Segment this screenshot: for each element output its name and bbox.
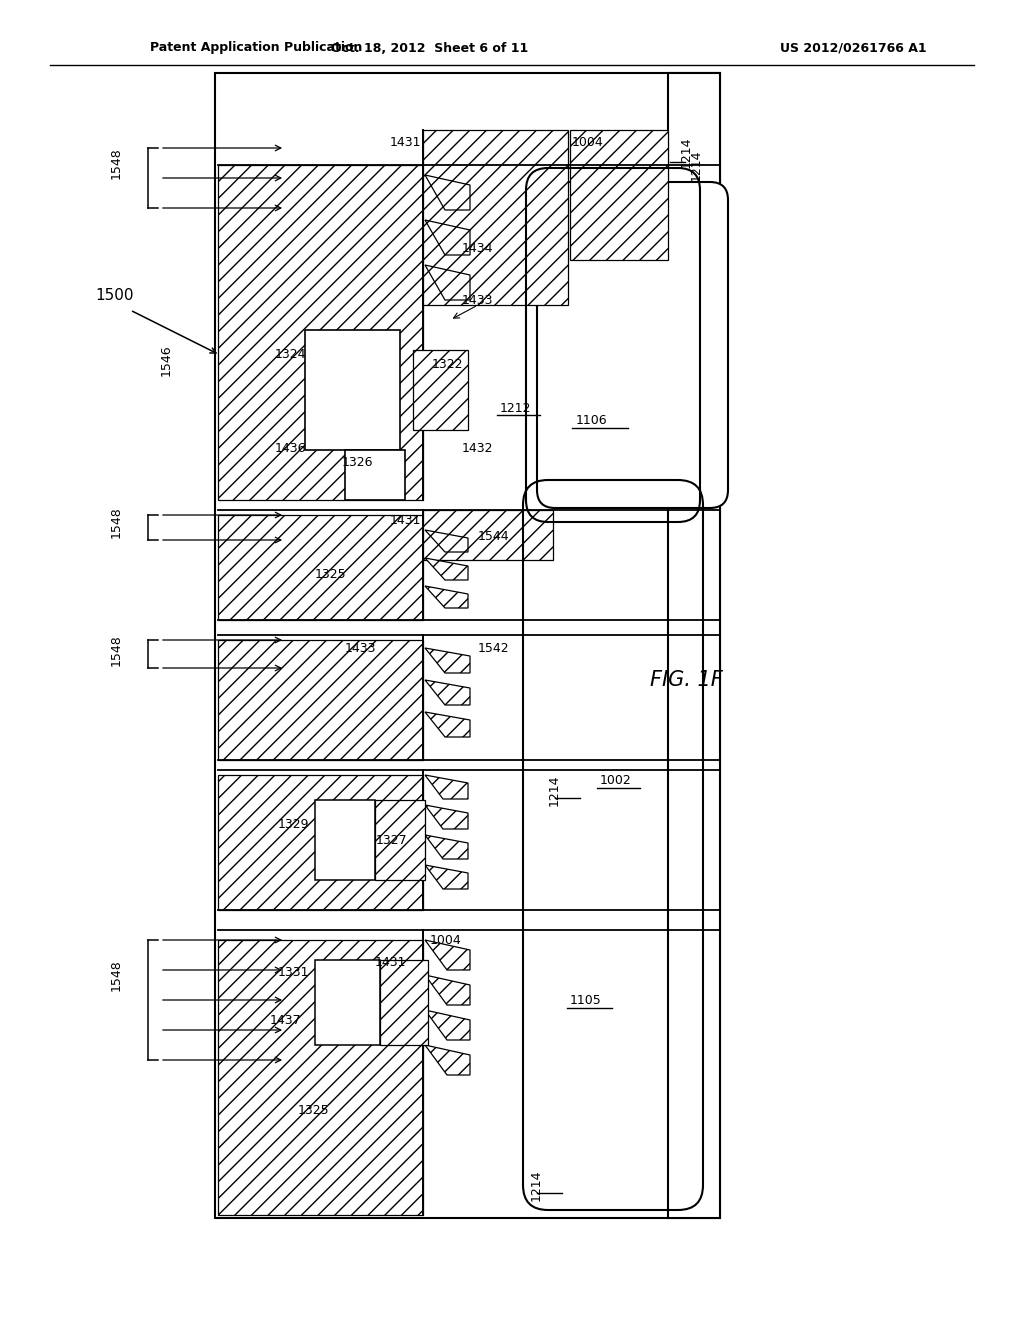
Bar (315, 800, 375, 880)
Bar (345, 450, 406, 500)
Text: 1106: 1106 (575, 413, 607, 426)
Polygon shape (425, 775, 468, 799)
Polygon shape (425, 940, 470, 970)
Polygon shape (425, 265, 470, 300)
Bar (570, 129, 668, 260)
Bar (413, 350, 468, 430)
Text: 1105: 1105 (570, 994, 602, 1006)
Polygon shape (425, 1045, 470, 1074)
Bar (668, 73, 720, 1218)
Text: Patent Application Publication: Patent Application Publication (150, 41, 362, 54)
Text: 1432: 1432 (462, 441, 494, 454)
Bar (380, 960, 428, 1045)
Text: 1548: 1548 (110, 960, 123, 991)
Text: 1542: 1542 (478, 642, 510, 655)
Polygon shape (425, 975, 470, 1005)
Text: 1434: 1434 (462, 242, 494, 255)
Text: 1322: 1322 (432, 359, 464, 371)
Text: 1004: 1004 (572, 136, 604, 149)
Polygon shape (425, 865, 468, 888)
Text: 1326: 1326 (342, 455, 374, 469)
Bar (218, 165, 423, 500)
Text: 1214: 1214 (530, 1170, 543, 1201)
Polygon shape (425, 1010, 470, 1040)
Text: 1004: 1004 (430, 933, 462, 946)
Text: 1325: 1325 (315, 569, 347, 582)
Bar (218, 640, 423, 760)
Text: 1548: 1548 (110, 634, 123, 665)
Text: 1327: 1327 (376, 833, 408, 846)
Bar (218, 515, 423, 620)
Bar (423, 510, 553, 560)
Polygon shape (425, 648, 470, 673)
Text: 1546: 1546 (160, 345, 173, 376)
Polygon shape (425, 176, 470, 210)
Polygon shape (425, 558, 468, 579)
Polygon shape (425, 836, 468, 859)
Polygon shape (425, 680, 470, 705)
Text: 1329: 1329 (278, 818, 309, 832)
Text: 1212: 1212 (500, 401, 531, 414)
Text: 1431: 1431 (375, 957, 407, 969)
Text: Oct. 18, 2012  Sheet 6 of 11: Oct. 18, 2012 Sheet 6 of 11 (332, 41, 528, 54)
Bar (218, 775, 423, 909)
Text: 1214: 1214 (548, 775, 561, 805)
Polygon shape (425, 586, 468, 609)
Bar (215, 73, 720, 1218)
Text: 1500: 1500 (95, 288, 133, 302)
Polygon shape (425, 531, 468, 552)
Text: 1002: 1002 (600, 774, 632, 787)
Bar (375, 800, 425, 880)
Text: FIG. 1F: FIG. 1F (650, 671, 723, 690)
Bar (305, 330, 400, 450)
Bar (423, 129, 568, 305)
Text: 1214: 1214 (690, 149, 703, 181)
Text: 1433: 1433 (462, 293, 494, 306)
Text: 1548: 1548 (110, 147, 123, 180)
Text: 1325: 1325 (298, 1104, 330, 1117)
Text: 1214: 1214 (680, 136, 693, 168)
Text: 1548: 1548 (110, 506, 123, 537)
FancyBboxPatch shape (537, 182, 728, 508)
Polygon shape (425, 220, 470, 255)
Text: 1324: 1324 (275, 348, 306, 362)
Text: 1431: 1431 (390, 513, 422, 527)
Text: 1544: 1544 (478, 529, 510, 543)
Text: 1433: 1433 (345, 642, 377, 655)
Polygon shape (425, 805, 468, 829)
Text: 1436: 1436 (275, 441, 306, 454)
Text: 1331: 1331 (278, 965, 309, 978)
Bar (315, 960, 380, 1045)
Polygon shape (425, 711, 470, 737)
Text: 1437: 1437 (270, 1014, 302, 1027)
Bar (218, 940, 423, 1214)
Text: 1431: 1431 (390, 136, 422, 149)
Text: US 2012/0261766 A1: US 2012/0261766 A1 (780, 41, 927, 54)
